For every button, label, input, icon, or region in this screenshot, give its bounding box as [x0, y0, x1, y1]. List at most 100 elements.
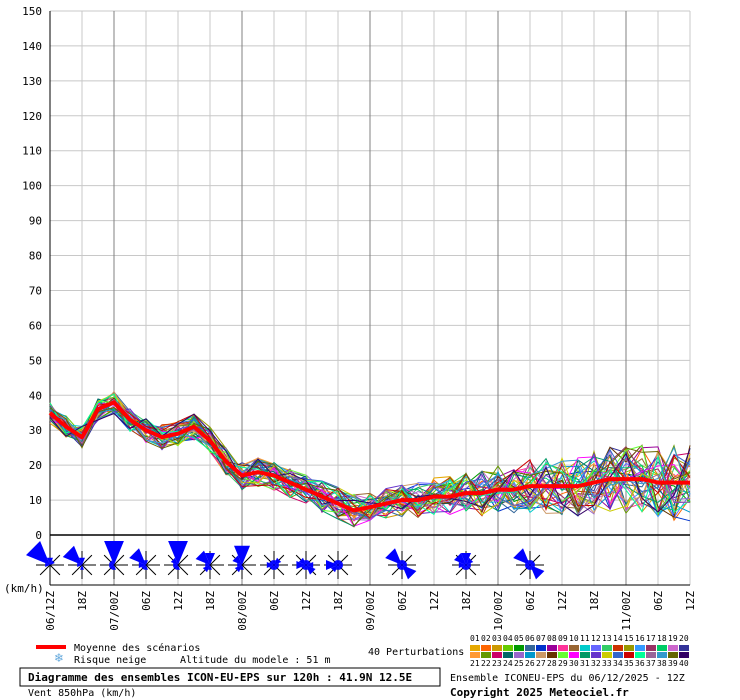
- perturbation-line-40: [49, 412, 691, 517]
- rose-petal: [109, 565, 114, 570]
- rose-petal: [170, 557, 178, 565]
- perturbation-id-32: 32: [591, 659, 601, 668]
- rose-petal: [306, 562, 314, 568]
- wind-rose-icon: [195, 550, 224, 579]
- rose-petal: [269, 565, 274, 570]
- rose-petal: [528, 560, 532, 565]
- y-tick-label: 140: [22, 40, 42, 53]
- perturbations-label: 40 Perturbations: [368, 647, 464, 658]
- perturbation-swatch-19: [668, 645, 678, 651]
- x-tick-label: 06Z: [652, 591, 665, 611]
- perturbation-id-40: 40: [679, 659, 689, 668]
- rose-petal: [525, 565, 530, 570]
- rose-petal: [50, 560, 55, 565]
- perturbation-id-18: 18: [657, 634, 667, 643]
- wind-rose-row: [26, 541, 545, 580]
- y-tick-label: 130: [22, 75, 42, 88]
- rose-spoke: [81, 564, 93, 576]
- rose-petal: [173, 565, 178, 570]
- y-tick-label: 80: [29, 250, 42, 263]
- perturbation-swatch-30: [569, 652, 579, 658]
- perturbation-id-33: 33: [602, 659, 612, 668]
- wind-rose-icon: [228, 545, 256, 579]
- rose-spoke: [209, 564, 221, 576]
- perturbation-swatch-36: [635, 652, 645, 658]
- rose-petal: [109, 560, 114, 565]
- mean-line: [48, 400, 690, 513]
- y-axis: 0 10 20 30 40 50 60 70 80 90 100 110 120 130 140 150: [22, 5, 42, 542]
- perturbation-swatch-01: [470, 645, 480, 651]
- x-tick-label: 08/00Z: [236, 591, 249, 631]
- rose-petal: [274, 565, 279, 570]
- rose-petal: [385, 548, 402, 565]
- perturbation-id-30: 30: [569, 659, 579, 668]
- rose-petal: [458, 562, 466, 568]
- x-tick-label: 06Z: [396, 591, 409, 611]
- rose-petal: [466, 563, 471, 567]
- rose-petal: [306, 565, 316, 575]
- rose-petal: [202, 565, 210, 573]
- x-tick-label: 09/00Z: [364, 591, 377, 631]
- legend: Moyenne des scénarios ❄ Risque neige Alt…: [36, 634, 689, 668]
- rose-petal: [301, 565, 306, 570]
- rose-petal: [306, 560, 311, 565]
- perturbation-swatch-05: [514, 645, 524, 651]
- perturbation-id-13: 13: [602, 634, 612, 643]
- perturbation-id-25: 25: [514, 659, 524, 668]
- rose-petal: [461, 565, 466, 570]
- perturbation-swatch-02: [481, 645, 491, 651]
- perturbation-swatch-35: [624, 652, 634, 658]
- snowflake-icon: ❄: [54, 651, 64, 665]
- x-tick-label: 12Z: [556, 591, 569, 611]
- perturbation-swatch-14: [613, 645, 623, 651]
- y-tick-label: 100: [22, 180, 42, 193]
- rose-petal: [269, 560, 274, 565]
- x-tick-label: 18Z: [76, 591, 89, 611]
- x-tick-label: 06Z: [524, 591, 537, 611]
- rose-petal: [466, 557, 474, 565]
- rose-petal: [272, 560, 276, 565]
- y-tick-label: 20: [29, 459, 42, 472]
- x-tick-label: 18Z: [460, 591, 473, 611]
- perturbation-swatch-40: [679, 652, 689, 658]
- x-axis: 06/12Z 18Z 07/00Z 06Z 12Z 18Z 08/00Z 06Z 12Z 18Z 0…: [44, 591, 697, 631]
- rose-petal: [80, 565, 84, 570]
- rose-petal: [304, 560, 308, 565]
- rose-spoke: [145, 564, 157, 576]
- perturbation-id-38: 38: [657, 659, 667, 668]
- rose-petal: [402, 565, 417, 580]
- perturbation-id-28: 28: [547, 659, 557, 668]
- rose-petal: [237, 563, 242, 567]
- perturbation-id-16: 16: [635, 634, 645, 643]
- perturbation-swatch-08: [547, 645, 557, 651]
- rose-petal: [466, 565, 471, 570]
- rose-spoke: [177, 554, 189, 566]
- rose-petal: [336, 560, 340, 565]
- perturbation-swatch-23: [492, 652, 502, 658]
- wind-rose-icon: [385, 548, 417, 580]
- rose-petal: [530, 563, 535, 567]
- perturbation-id-03: 03: [492, 634, 502, 643]
- perturbation-id-23: 23: [492, 659, 502, 668]
- rose-spoke: [113, 554, 125, 566]
- legend-mean-label: Moyenne des scénarios: [74, 642, 200, 654]
- copyright: Copyright 2025 Meteociel.fr: [450, 686, 629, 699]
- perturbation-swatch-18: [657, 645, 667, 651]
- perturbation-id-06: 06: [525, 634, 535, 643]
- perturbation-id-08: 08: [547, 634, 557, 643]
- rose-petal: [141, 565, 146, 570]
- perturbation-swatch-39: [668, 652, 678, 658]
- perturbation-swatch-29: [558, 652, 568, 658]
- rose-petal: [296, 561, 306, 569]
- perturbation-swatch-09: [558, 645, 568, 651]
- perturbation-id-14: 14: [613, 634, 623, 643]
- rose-petal: [208, 565, 212, 570]
- altitude-text: Altitude du modele : 51 m: [180, 655, 331, 666]
- perturbation-id-07: 07: [536, 634, 546, 643]
- rose-petal: [77, 563, 82, 567]
- x-tick-label: 11/00Z: [620, 591, 633, 631]
- perturbation-swatch-07: [536, 645, 546, 651]
- perturbation-id-02: 02: [481, 634, 491, 643]
- rose-petal: [326, 560, 338, 570]
- x-tick-label: 06Z: [268, 591, 281, 611]
